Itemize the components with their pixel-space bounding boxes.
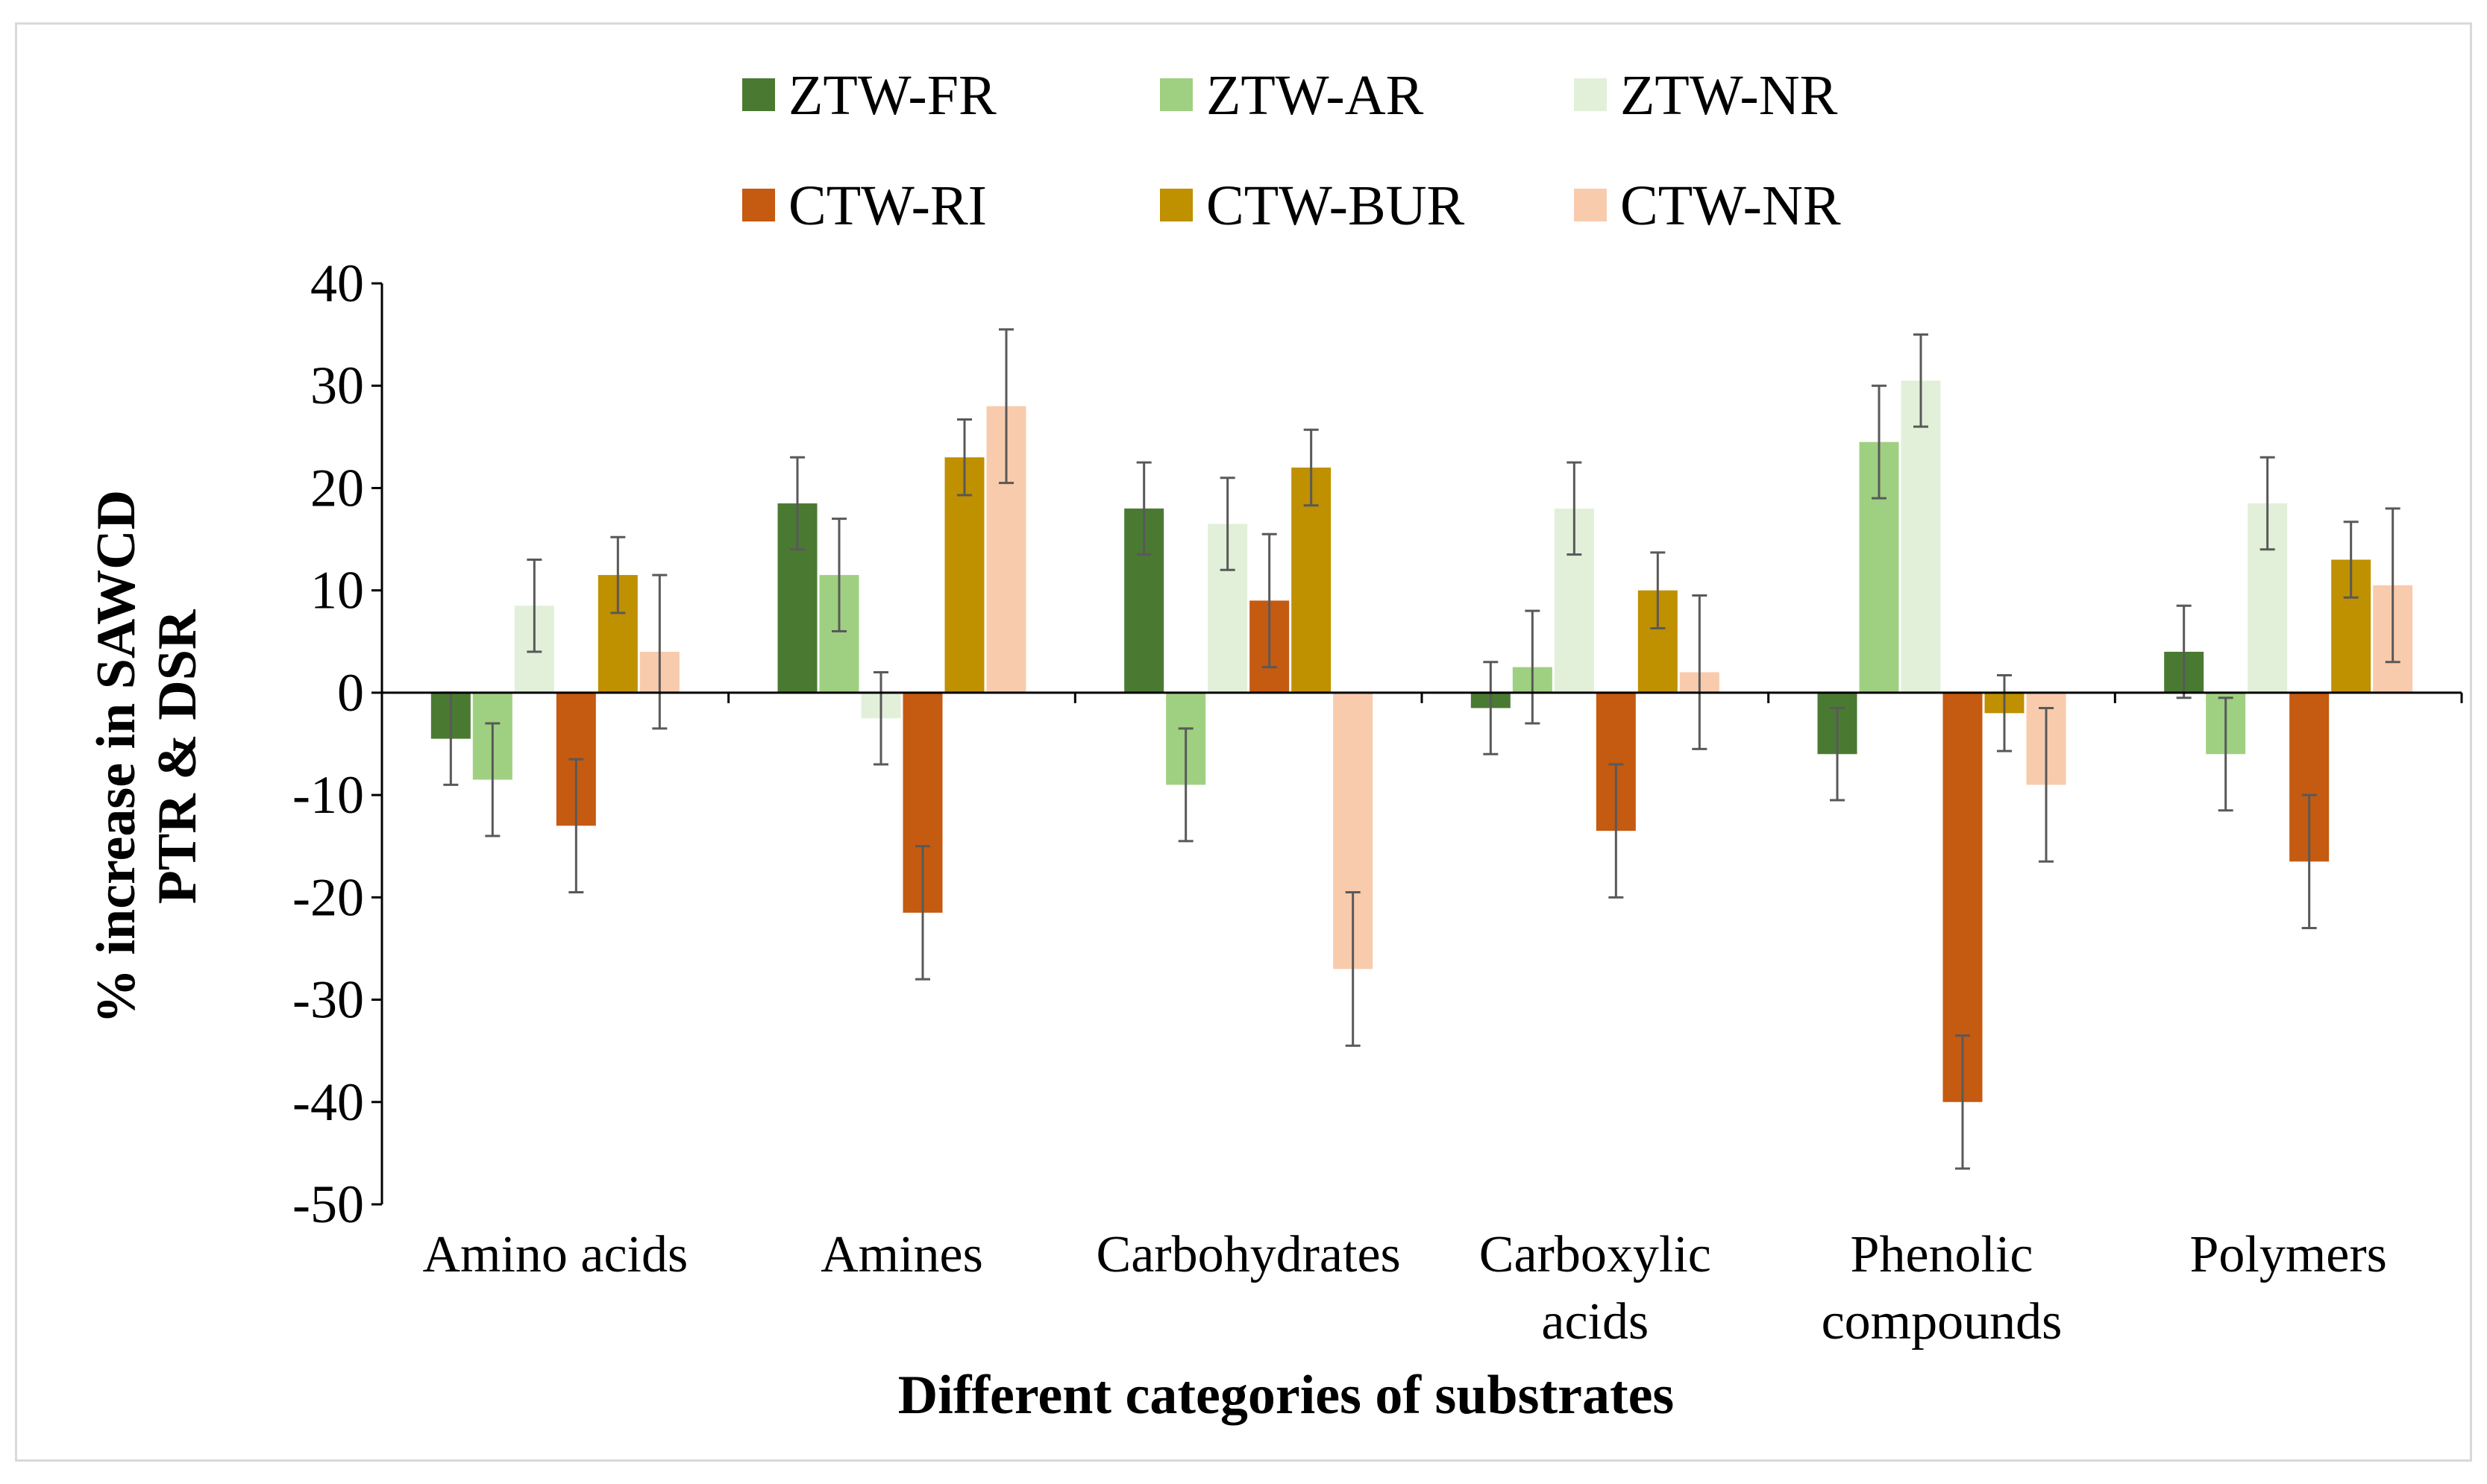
legend-swatch-ztw-nr xyxy=(1574,78,1607,111)
x-axis xyxy=(380,691,2463,703)
y-tick-label: -40 xyxy=(292,1072,364,1132)
x-axis-title: Different categories of substrates xyxy=(898,1365,1674,1426)
legend: ZTW-FR ZTW-AR ZTW-NR CTW-RI CTW-BUR CTW-NR xyxy=(742,64,1841,237)
y-axis-title-line-2: PTR & DSR xyxy=(147,609,208,904)
y-tick-label: -10 xyxy=(292,765,364,825)
y-tick-label: 30 xyxy=(310,356,364,415)
category-label: Carbohydrates xyxy=(1097,1226,1401,1283)
category-label: Carboxylic xyxy=(1479,1226,1711,1283)
y-tick-label: -30 xyxy=(292,970,364,1030)
legend-swatch-ctw-ri xyxy=(742,189,775,221)
error-bars xyxy=(443,328,2400,1170)
y-tick-label: 0 xyxy=(337,663,364,723)
category-label: acids xyxy=(1541,1293,1649,1351)
y-tick-label: -50 xyxy=(292,1175,364,1234)
category-label: Amino acids xyxy=(422,1226,688,1283)
y-tick-label: 10 xyxy=(310,561,364,620)
y-axis: 40 30 20 10 0 -10 -20 -30 -40 -50 xyxy=(292,254,383,1234)
category-label: Phenolic xyxy=(1851,1226,2033,1283)
category-label: compounds xyxy=(1822,1293,2063,1351)
legend-label-ctw-nr: CTW-NR xyxy=(1620,175,1841,237)
legend-swatch-ztw-fr xyxy=(742,78,775,111)
y-axis-title: % increase in SAWCD PTR & DSR xyxy=(86,490,208,1024)
legend-label-ztw-fr: ZTW-FR xyxy=(788,64,997,127)
legend-label-ztw-nr: ZTW-NR xyxy=(1620,64,1838,127)
legend-swatch-ztw-ar xyxy=(1160,78,1193,111)
y-tick-label: 40 xyxy=(310,254,364,313)
category-label: Amines xyxy=(821,1226,983,1283)
legend-swatch-ctw-nr xyxy=(1574,189,1607,221)
bar-ctw-ri-5 xyxy=(1942,692,1983,1102)
category-labels: Amino acids Amines Carbohydrates Carboxylic… xyxy=(422,1226,2386,1351)
y-tick-label: -20 xyxy=(292,867,364,927)
bars xyxy=(430,380,2413,1102)
category-label: Polymers xyxy=(2189,1226,2386,1283)
y-axis-title-line-1: % increase in SAWCD xyxy=(86,490,147,1024)
legend-label-ctw-bur: CTW-BUR xyxy=(1206,175,1465,237)
legend-label-ztw-ar: ZTW-AR xyxy=(1206,64,1424,127)
legend-swatch-ctw-bur xyxy=(1160,189,1193,221)
bar-ztw-nr-5 xyxy=(1901,380,1941,693)
bar-ctw-bur-2 xyxy=(944,457,985,693)
y-tick-label: 20 xyxy=(310,458,364,518)
legend-label-ctw-ri: CTW-RI xyxy=(788,175,987,237)
